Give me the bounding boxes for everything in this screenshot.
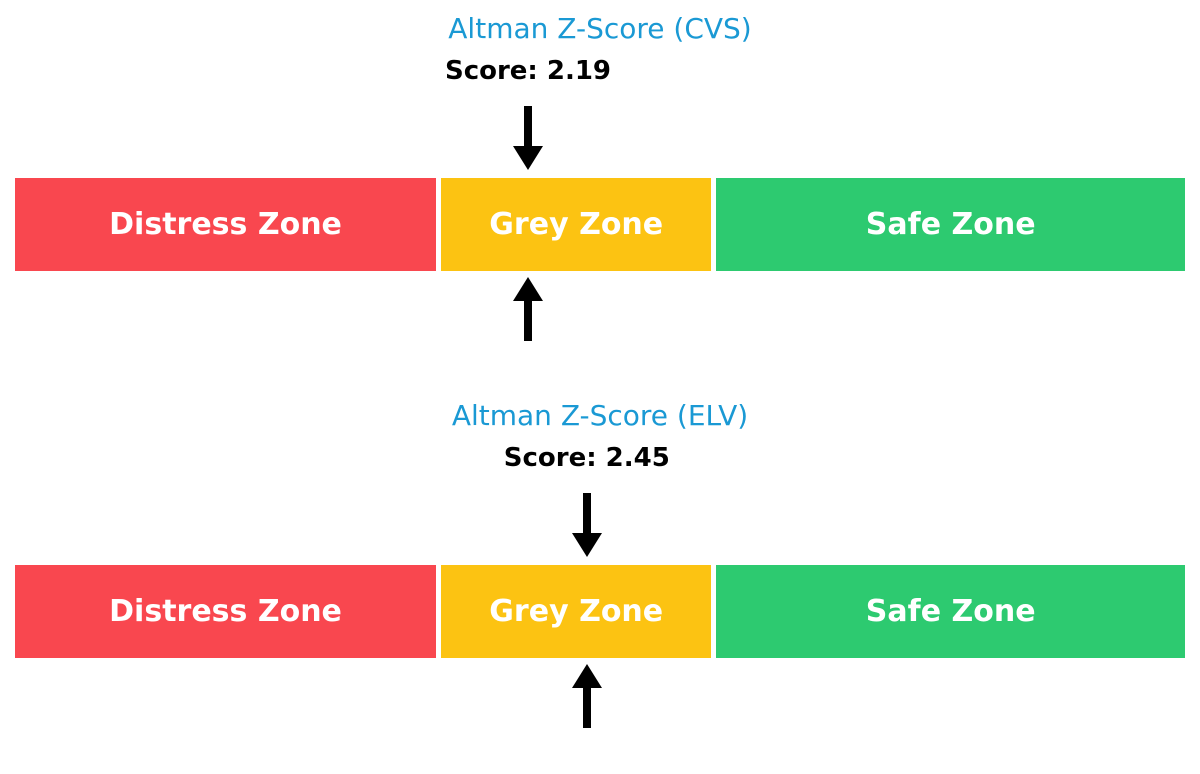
zone-bar: Distress Zone Grey Zone Safe Zone <box>15 565 1185 658</box>
down-arrow-icon <box>513 106 543 170</box>
zone-safe: Safe Zone <box>716 178 1185 271</box>
zone-safe-label: Safe Zone <box>865 594 1036 629</box>
zone-pointer-up-arrow <box>511 277 545 341</box>
zone-safe-label: Safe Zone <box>865 207 1036 242</box>
zone-distress: Distress Zone <box>15 565 437 658</box>
zone-pointer-up-arrow <box>570 664 604 728</box>
zscore-gauge-elv: Altman Z-Score (ELV) Score: 2.45 Distres… <box>0 387 1200 774</box>
up-arrow-icon <box>513 277 543 341</box>
down-arrow-icon <box>571 493 602 557</box>
score-pointer-down-arrow <box>511 106 545 170</box>
zone-grey-label: Grey Zone <box>489 207 664 242</box>
gauge-score-label: Score: 2.19 <box>444 56 612 86</box>
zone-distress-label: Distress Zone <box>109 207 342 242</box>
zscore-gauge-cvs: Altman Z-Score (CVS) Score: 2.19 Distres… <box>15 12 1185 341</box>
zone-grey-label: Grey Zone <box>489 594 664 629</box>
zone-bar: Distress Zone Grey Zone Safe Zone <box>15 178 1185 271</box>
zone-distress: Distress Zone <box>15 178 437 271</box>
zone-grey: Grey Zone <box>441 565 712 658</box>
gauge-title: Altman Z-Score (CVS) <box>448 12 752 45</box>
zone-safe: Safe Zone <box>716 565 1185 658</box>
gauge-score-label: Score: 2.45 <box>503 443 670 473</box>
gauge-title: Altman Z-Score (ELV) <box>451 399 749 432</box>
up-arrow-icon <box>571 664 602 728</box>
zone-grey: Grey Zone <box>441 178 712 271</box>
score-pointer-down-arrow <box>570 493 604 557</box>
zone-distress-label: Distress Zone <box>109 594 342 629</box>
